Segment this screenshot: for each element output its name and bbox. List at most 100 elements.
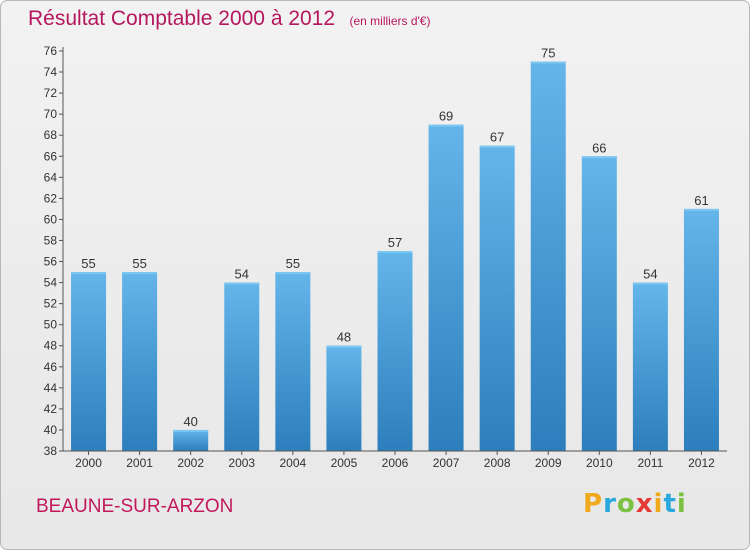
- logo-letter: t: [663, 489, 677, 519]
- y-tick-label: 50: [44, 318, 58, 332]
- bar-group: 75: [530, 46, 566, 452]
- commune-name: BEAUNE-SUR-ARZON: [36, 496, 234, 517]
- bar-group: 55: [71, 256, 107, 451]
- y-tick-label: 76: [44, 44, 58, 58]
- bar-value-label: 67: [490, 130, 504, 145]
- y-tick-label: 46: [44, 360, 58, 374]
- y-tick-label: 42: [44, 402, 58, 416]
- bar-value-label: 48: [337, 330, 351, 345]
- y-tick-label: 52: [44, 297, 58, 311]
- y-axis: 38 40 42 44 46 48 50 52 54 56 58 60 62 64 66 68 70 72 74 76: [44, 44, 64, 458]
- x-tick-label: 2002: [177, 456, 204, 470]
- logo-letter: r: [603, 489, 617, 519]
- bars-group: 55 55 40 54 55 48 57 69 67 75 66 54 61: [71, 46, 719, 452]
- bar-group: 55: [122, 256, 158, 451]
- bar: [530, 61, 566, 452]
- y-tick-label: 72: [44, 86, 58, 100]
- bar: [377, 251, 413, 451]
- bar: [683, 208, 719, 451]
- logo-letter: i: [676, 489, 687, 519]
- x-tick-label: 2000: [75, 456, 102, 470]
- bar-highlight: [326, 345, 362, 348]
- y-tick-label: 38: [44, 444, 58, 458]
- bar: [275, 272, 311, 451]
- bar-value-label: 55: [81, 256, 95, 271]
- bar-highlight: [683, 208, 719, 211]
- bar-value-label: 75: [541, 46, 555, 61]
- bar-value-label: 61: [694, 193, 708, 208]
- bar-value-label: 66: [592, 140, 606, 155]
- x-tick-label: 2011: [637, 456, 663, 470]
- bar-group: 54: [632, 267, 668, 451]
- bar-value-label: 54: [235, 267, 249, 282]
- bar: [224, 282, 260, 451]
- x-tick-label: 2012: [688, 456, 715, 470]
- bar-group: 66: [581, 140, 617, 451]
- bar-value-label: 40: [183, 414, 197, 429]
- x-tick-label: 2006: [382, 456, 409, 470]
- bar-group: 55: [275, 256, 311, 451]
- bar-group: 57: [377, 235, 413, 451]
- bar-highlight: [224, 282, 260, 285]
- logo-letter: o: [616, 489, 636, 519]
- bar-group: 69: [428, 109, 464, 452]
- logo-letter: x: [635, 489, 654, 519]
- y-tick-label: 66: [44, 149, 58, 163]
- bar-group: 67: [479, 130, 515, 451]
- bar: [479, 145, 515, 451]
- bar-highlight: [122, 272, 158, 275]
- bar-group: 40: [173, 414, 209, 451]
- x-axis: 2000 2001 2002 2003 2004 2005 2006 2007 2008 2009…: [63, 450, 727, 470]
- bar: [428, 124, 464, 452]
- bar-highlight: [632, 282, 668, 285]
- bar: [173, 429, 209, 451]
- y-tick-label: 64: [44, 170, 58, 184]
- bar-highlight: [479, 145, 515, 148]
- y-tick-label: 56: [44, 255, 58, 269]
- bar: [632, 282, 668, 451]
- proxiti-logo: Proxiti: [583, 489, 687, 519]
- bar-group: 61: [683, 193, 719, 451]
- bar-chart: 38 40 42 44 46 48 50 52 54 56 58 60 62 64 66 68 70 72 74 76…: [44, 44, 727, 470]
- y-tick-label: 70: [44, 107, 58, 121]
- bar-value-label: 69: [439, 109, 453, 124]
- chart-title-main: Résultat Comptable 2000 à 2012: [28, 7, 336, 30]
- bar-group: 48: [326, 330, 362, 451]
- y-tick-label: 40: [44, 423, 58, 437]
- y-tick-label: 62: [44, 191, 58, 205]
- y-tick-label: 68: [44, 128, 58, 142]
- bar-highlight: [581, 156, 617, 159]
- bar: [122, 272, 158, 451]
- logo-letter: i: [653, 489, 664, 519]
- bar-group: 54: [224, 267, 260, 451]
- bar: [71, 272, 107, 451]
- bar: [326, 345, 362, 451]
- x-tick-label: 2010: [586, 456, 613, 470]
- chart-title: Résultat Comptable 2000 à 2012 (en milli…: [28, 7, 430, 31]
- bar-highlight: [377, 251, 413, 253]
- x-tick-label: 2003: [228, 456, 255, 470]
- y-tick-label: 48: [44, 339, 58, 353]
- bar-value-label: 55: [286, 256, 300, 271]
- bar-highlight: [275, 272, 311, 275]
- bar-value-label: 55: [132, 256, 146, 271]
- bar-value-label: 57: [388, 235, 402, 250]
- bar-highlight: [428, 124, 464, 127]
- x-tick-label: 2009: [535, 456, 562, 470]
- y-tick-label: 44: [44, 381, 58, 395]
- bar-highlight: [530, 61, 566, 64]
- bar: [581, 156, 617, 451]
- y-tick-label: 58: [44, 233, 58, 247]
- chart-title-unit: (en milliers d'€): [349, 14, 431, 28]
- y-tick-label: 54: [44, 276, 58, 290]
- x-tick-label: 2005: [331, 456, 358, 470]
- bar-value-label: 54: [643, 267, 657, 282]
- y-tick-label: 60: [44, 212, 58, 226]
- x-tick-label: 2001: [126, 456, 153, 470]
- bar-highlight: [173, 429, 209, 432]
- x-tick-label: 2008: [484, 456, 511, 470]
- y-tick-label: 74: [44, 65, 58, 79]
- x-tick-label: 2007: [433, 456, 460, 470]
- logo-letter: P: [583, 489, 604, 519]
